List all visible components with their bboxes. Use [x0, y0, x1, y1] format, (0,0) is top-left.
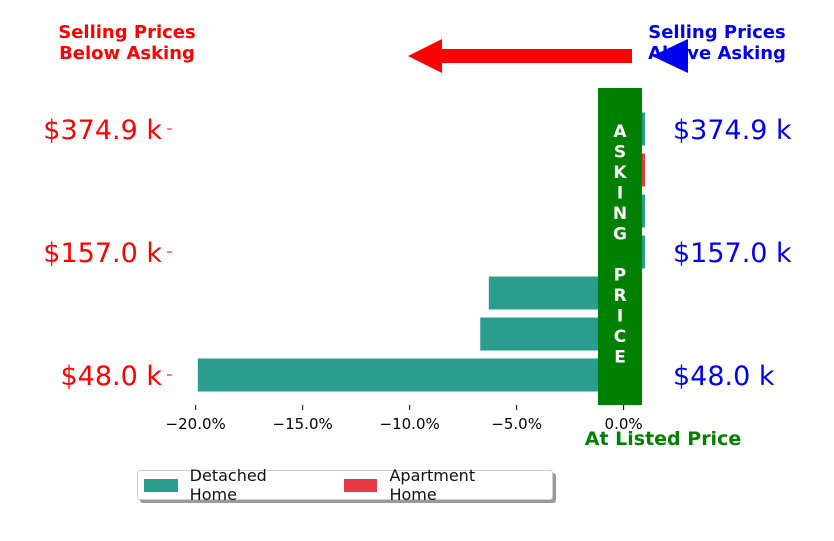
legend-swatch-detached: [144, 478, 178, 492]
top-left-annotation: Selling Prices: [58, 22, 195, 43]
y-tick-label-left: $48.0 k: [60, 361, 162, 392]
asking-price-letter: I: [617, 307, 623, 327]
y-tick-label-right: $374.9 k: [673, 115, 792, 146]
asking-price-letter: S: [614, 143, 626, 163]
arrow-left-shaft: [440, 49, 632, 63]
asking-price-letter: E: [614, 348, 626, 368]
arrow-right-head: [652, 39, 688, 73]
at-listed-price-label: At Listed Price: [585, 428, 741, 450]
asking-price-letter: A: [613, 122, 627, 142]
y-tick-label-left: $374.9 k: [43, 115, 162, 146]
asking-price-letter: K: [613, 163, 627, 183]
asking-price-letter: I: [617, 184, 623, 204]
arrow-left-head: [408, 39, 442, 73]
y-tick-label-right: $157.0 k: [673, 238, 792, 269]
x-tick-label: −10.0%: [380, 415, 440, 433]
asking-price-letter: C: [614, 327, 626, 347]
legend-swatch-apartment: [343, 478, 378, 492]
y-tick-label-right: $48.0 k: [673, 361, 775, 392]
asking-price-letter: R: [613, 286, 626, 306]
x-axis: −20.0% −15.0% −10.0% −5.0% 0.0%: [166, 405, 643, 433]
legend: Detached Home Apartment Home: [137, 466, 553, 504]
y-tick-label-left: $157.0 k: [43, 238, 162, 269]
legend-label-detached: Detached Home: [189, 466, 267, 504]
top-right-annotation: Selling Prices: [648, 22, 785, 43]
legend-label-apartment: Apartment Home: [389, 466, 476, 504]
x-tick-label: −5.0%: [491, 415, 542, 433]
x-tick-label: 0.0%: [605, 415, 643, 433]
y-axis-left: $374.9 k $157.0 k $48.0 k: [43, 115, 172, 392]
y-axis-right: $374.9 k $157.0 k $48.0 k: [673, 115, 792, 392]
legend-item-apartment: Apartment Home: [343, 466, 526, 504]
asking-price-band: [598, 88, 642, 405]
top-left-annotation: Below Asking: [59, 43, 195, 64]
asking-price-letter: P: [614, 266, 626, 286]
asking-price-letter: N: [613, 204, 627, 224]
x-tick-label: −15.0%: [273, 415, 333, 433]
bars-group: [197, 112, 645, 392]
bar-row-0: [197, 358, 624, 392]
x-tick-label: −20.0%: [166, 415, 226, 433]
top-right-annotation: Above Asking: [648, 43, 786, 64]
asking-price-letter: G: [613, 225, 627, 245]
legend-item-detached: Detached Home: [144, 466, 318, 504]
